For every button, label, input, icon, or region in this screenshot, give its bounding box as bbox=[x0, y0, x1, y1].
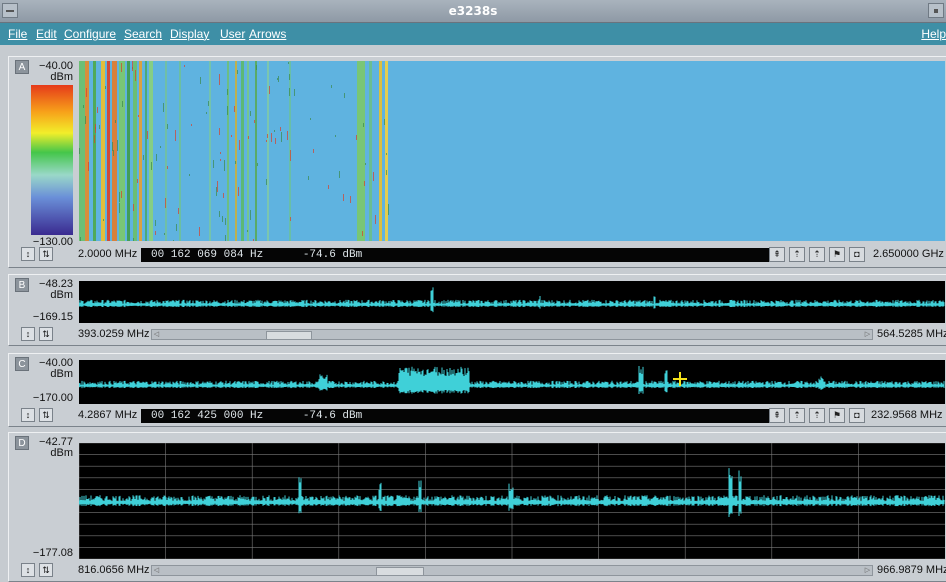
crosshair-marker-icon[interactable] bbox=[673, 372, 687, 386]
marker-right-icon[interactable]: ⇡ bbox=[809, 247, 825, 262]
panel-d-scrollbar[interactable]: ◁ ▷ bbox=[151, 565, 873, 576]
spectrum-trace-d bbox=[78, 442, 945, 560]
panel-a-unit: dBm bbox=[50, 71, 73, 83]
panel-b-unit: dBm bbox=[50, 289, 73, 301]
panel-a-bottom-value: −130.00 bbox=[32, 236, 73, 248]
scale-adjust-icon[interactable]: ↕ bbox=[21, 563, 35, 577]
panel-d: D −42.77 dBm −177.08 ↕ ⇅ 816.0656 MHz ◁ … bbox=[8, 432, 946, 582]
panel-b-bottom-value: −169.15 bbox=[32, 311, 73, 323]
panel-a: A −40.00 dBm −130.00 ↕ ⇅ 2.0000 MHz 00 1… bbox=[8, 56, 946, 268]
scale-adjust-icon[interactable]: ↕ bbox=[21, 408, 35, 422]
panel-a-marker-readout: 00 162 069 084 Hz -74.6 dBm bbox=[141, 248, 771, 262]
menu-file[interactable]: File bbox=[8, 27, 28, 41]
scroll-left-icon[interactable]: ◁ bbox=[153, 567, 160, 574]
panel-c-label[interactable]: C bbox=[15, 357, 29, 371]
menu-display[interactable]: Display bbox=[170, 27, 210, 41]
panel-c-bottom-value: −170.00 bbox=[32, 392, 73, 404]
panel-b-top-value: −48.23 bbox=[39, 278, 73, 290]
spectrum-trace-b bbox=[78, 287, 945, 313]
panel-c-unit: dBm bbox=[50, 368, 73, 380]
panel-b-label[interactable]: B bbox=[15, 278, 29, 292]
waterfall-plot[interactable] bbox=[79, 61, 945, 247]
scroll-thumb[interactable] bbox=[266, 331, 312, 340]
panel-b-stop-freq: 564.5285 MHz bbox=[877, 328, 946, 340]
marker-search-icon[interactable]: ⚑ bbox=[829, 247, 845, 262]
menu-bar: File Edit Configure Search Display User … bbox=[0, 23, 946, 45]
panel-a-top-value: −40.00 bbox=[39, 60, 73, 72]
menu-user[interactable]: User bbox=[220, 27, 246, 41]
menu-configure[interactable]: Configure bbox=[64, 27, 117, 41]
panel-b-start-freq: 393.0259 MHz bbox=[78, 328, 150, 340]
panel-d-bottom-value: −177.08 bbox=[32, 547, 73, 559]
panel-d-label[interactable]: D bbox=[15, 436, 29, 450]
spectrum-trace-c bbox=[78, 366, 945, 394]
autoscale-icon[interactable]: ⇅ bbox=[39, 327, 53, 341]
menu-search[interactable]: Search bbox=[124, 27, 163, 41]
menu-arrows[interactable]: Arrows bbox=[249, 27, 287, 41]
window-minimize-icon[interactable] bbox=[928, 3, 944, 18]
marker-search-icon[interactable]: ⚑ bbox=[829, 408, 845, 423]
camera-icon[interactable]: ◘ bbox=[849, 408, 865, 423]
scale-adjust-icon[interactable]: ↕ bbox=[21, 327, 35, 341]
autoscale-icon[interactable]: ⇅ bbox=[39, 408, 53, 422]
panel-a-color-scale bbox=[31, 85, 73, 235]
waterfall-image bbox=[79, 61, 389, 247]
marker-left-icon[interactable]: ⇡ bbox=[789, 247, 805, 262]
menu-help[interactable]: Help bbox=[921, 27, 946, 41]
spectrum-plot-b[interactable] bbox=[78, 281, 945, 323]
marker-peak-icon[interactable]: ⇞ bbox=[769, 408, 785, 423]
window-titlebar[interactable]: e3238s bbox=[0, 0, 946, 23]
scroll-right-icon[interactable]: ▷ bbox=[864, 331, 871, 338]
scroll-right-icon[interactable]: ▷ bbox=[864, 567, 871, 574]
scale-adjust-icon[interactable]: ↕ bbox=[21, 247, 35, 261]
autoscale-icon[interactable]: ⇅ bbox=[39, 563, 53, 577]
menu-edit[interactable]: Edit bbox=[36, 27, 57, 41]
panel-b-scrollbar[interactable]: ◁ ▷ bbox=[151, 329, 873, 340]
panel-c-stop-freq: 232.9568 MHz bbox=[871, 409, 943, 421]
panel-a-start-freq: 2.0000 MHz bbox=[78, 248, 138, 260]
scroll-left-icon[interactable]: ◁ bbox=[153, 331, 160, 338]
marker-left-icon[interactable]: ⇡ bbox=[789, 408, 805, 423]
panel-b: B −48.23 dBm −169.15 ↕ ⇅ 393.0259 MHz ◁ … bbox=[8, 274, 946, 346]
panel-d-unit: dBm bbox=[50, 447, 73, 459]
panel-c-marker-readout: 00 162 425 000 Hz -74.6 dBm bbox=[141, 409, 771, 423]
panel-c-top-value: −40.00 bbox=[39, 357, 73, 369]
panel-c: C −40.00 dBm −170.00 ↕ ⇅ 4.2867 MHz 00 1… bbox=[8, 353, 946, 427]
camera-icon[interactable]: ◘ bbox=[849, 247, 865, 262]
panel-a-label[interactable]: A bbox=[15, 60, 29, 74]
marker-right-icon[interactable]: ⇡ bbox=[809, 408, 825, 423]
panel-d-top-value: −42.77 bbox=[39, 436, 73, 448]
spectrum-plot-d[interactable] bbox=[78, 442, 945, 560]
autoscale-icon[interactable]: ⇅ bbox=[39, 247, 53, 261]
spectrum-plot-c[interactable] bbox=[78, 360, 945, 404]
panel-a-stop-freq: 2.650000 GHz bbox=[873, 248, 944, 260]
panel-d-start-freq: 816.0656 MHz bbox=[78, 564, 150, 576]
panel-c-start-freq: 4.2867 MHz bbox=[78, 409, 138, 421]
window-title: e3238s bbox=[448, 4, 498, 18]
window-menu-icon[interactable] bbox=[2, 3, 18, 18]
marker-peak-icon[interactable]: ⇞ bbox=[769, 247, 785, 262]
scroll-thumb[interactable] bbox=[376, 567, 424, 576]
panel-d-stop-freq: 966.9879 MHz bbox=[877, 564, 946, 576]
